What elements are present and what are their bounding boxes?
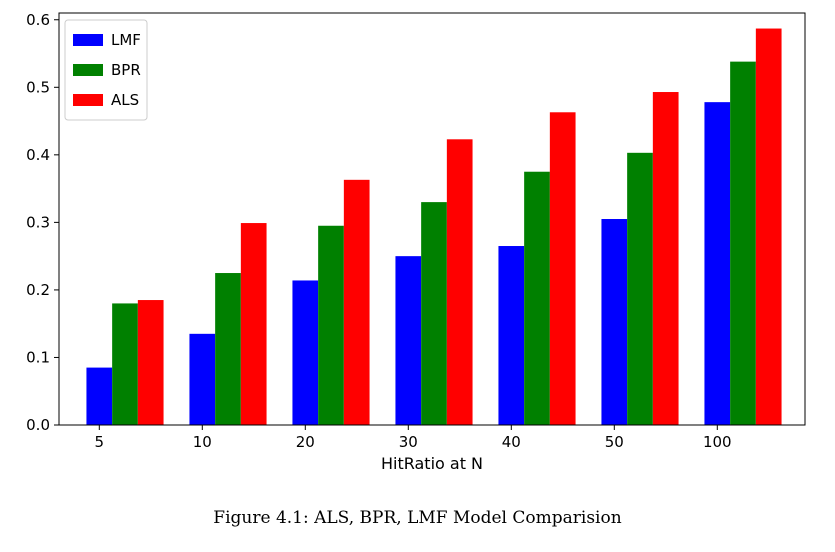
x-tick-label: 40: [502, 433, 521, 451]
bar-chart: 0.0 0.1 0.2 0.3 0.4 0.5 0.6 5 10 20 30 40 50 100 Hit…: [26, 11, 806, 473]
bar-lmf-20: [292, 280, 319, 425]
bar-lmf-30: [395, 256, 422, 425]
bar-lmf-5: [86, 367, 113, 425]
bar-bpr-100: [730, 61, 756, 425]
bar-als-20: [343, 179, 370, 425]
x-axis-label: HitRatio at N: [381, 454, 483, 473]
y-axis: 0.0 0.1 0.2 0.3 0.4 0.5 0.6: [26, 11, 59, 434]
bar-als-50: [652, 92, 679, 425]
x-tick-label: 30: [399, 433, 418, 451]
bar-lmf-100: [704, 102, 731, 425]
y-tick-label: 0.3: [26, 213, 50, 231]
bar-bpr-10: [215, 273, 241, 425]
x-axis: 5 10 20 30 40 50 100: [95, 425, 732, 451]
legend-swatch-als: [73, 94, 103, 106]
y-tick-label: 0.4: [26, 146, 50, 164]
plot-frame: [58, 12, 806, 426]
bar-als-100: [755, 28, 782, 426]
bar-bpr-20: [318, 225, 344, 425]
bar-als-10: [240, 223, 267, 425]
y-tick-label: 0.1: [26, 348, 50, 366]
bar-als-5: [137, 300, 164, 425]
y-tick-label: 0.5: [26, 78, 50, 96]
x-tick-label: 50: [605, 433, 624, 451]
x-tick-label: 5: [95, 433, 105, 451]
x-tick-label: 20: [296, 433, 315, 451]
bar-lmf-50: [601, 219, 628, 425]
legend-label-lmf: LMF: [111, 31, 141, 49]
y-tick-label: 0.0: [26, 416, 50, 434]
bar-lmf-40: [498, 246, 525, 425]
legend-swatch-bpr: [73, 64, 103, 76]
legend-swatch-lmf: [73, 34, 103, 46]
bar-bpr-5: [112, 303, 138, 425]
figure-caption: Figure 4.1: ALS, BPR, LMF Model Comparis…: [213, 508, 622, 528]
bar-bpr-30: [421, 202, 447, 425]
x-tick-label: 100: [703, 433, 732, 451]
bar-bpr-50: [627, 152, 653, 426]
bars-group: [86, 28, 782, 426]
legend-label-als: ALS: [111, 91, 139, 109]
legend: LMF BPR ALS: [64, 19, 148, 121]
bar-als-40: [549, 112, 576, 425]
y-tick-label: 0.2: [26, 281, 50, 299]
legend-label-bpr: BPR: [111, 61, 141, 79]
bar-lmf-10: [189, 333, 216, 425]
bar-bpr-40: [524, 171, 550, 425]
y-tick-label: 0.6: [26, 11, 50, 29]
x-tick-label: 10: [193, 433, 212, 451]
bar-als-30: [446, 139, 473, 425]
